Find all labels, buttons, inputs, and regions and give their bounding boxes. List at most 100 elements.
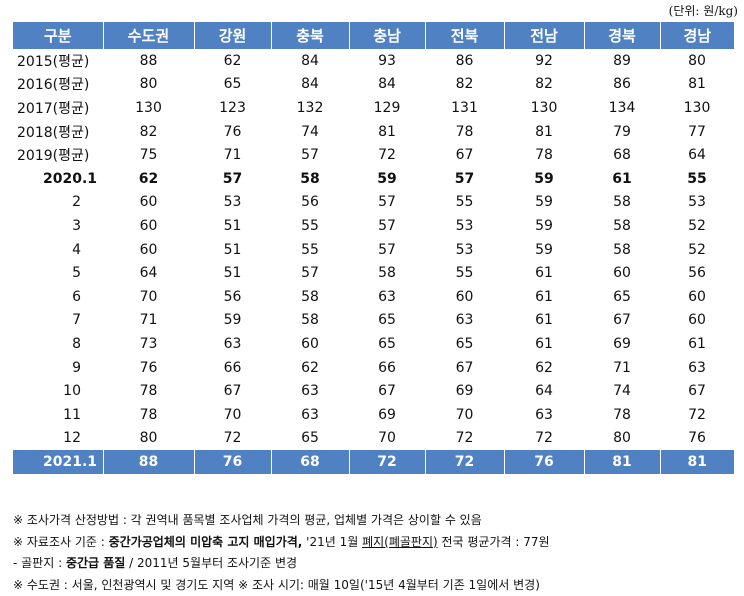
table-cell: 53 [425, 214, 504, 238]
notes: ※ 조사가격 산정방법 : 각 권역내 품목별 조사업체 가격의 평균, 업체별… [13, 510, 738, 596]
table-cell: 55 [660, 167, 734, 191]
table-cell: 63 [271, 379, 349, 403]
row-label: 7 [13, 309, 103, 333]
note-method: ※ 조사가격 산정방법 : 각 권역내 품목별 조사업체 가격의 평균, 업체별… [13, 510, 738, 532]
table-cell: 92 [504, 49, 584, 73]
table-cell: 65 [194, 73, 271, 97]
table-cell: 67 [584, 309, 660, 333]
table-cell: 57 [349, 214, 425, 238]
table-cell: 123 [194, 96, 271, 120]
table-cell: 56 [271, 191, 349, 215]
table-cell: 64 [103, 261, 194, 285]
table-cell: 88 [103, 450, 194, 474]
table-cell: 76 [103, 356, 194, 380]
table-cell: 80 [103, 73, 194, 97]
table-cell: 71 [584, 356, 660, 380]
table-cell: 60 [660, 309, 734, 333]
table-cell: 76 [194, 120, 271, 144]
table-cell: 57 [349, 238, 425, 262]
header-category: 구분 [13, 22, 103, 49]
table-cell: 67 [425, 356, 504, 380]
row-label: 4 [13, 238, 103, 262]
table-cell: 80 [584, 427, 660, 451]
table-cell: 59 [194, 309, 271, 333]
table-cell: 64 [504, 379, 584, 403]
table-cell: 69 [349, 403, 425, 427]
row-label: 2021.1 [13, 450, 103, 474]
table-cell: 131 [425, 96, 504, 120]
table-cell: 51 [194, 238, 271, 262]
unit-label: (단위: 원/kg) [669, 2, 738, 19]
table-cell: 79 [584, 120, 660, 144]
row-label: 10 [13, 379, 103, 403]
table-cell: 58 [349, 261, 425, 285]
table-cell: 58 [271, 285, 349, 309]
table-cell: 61 [504, 332, 584, 356]
table-cell: 76 [194, 450, 271, 474]
table-cell: 80 [103, 427, 194, 451]
table-cell: 63 [660, 356, 734, 380]
table-cell: 52 [660, 238, 734, 262]
table-cell: 73 [103, 332, 194, 356]
table-cell: 72 [660, 403, 734, 427]
table-cell: 53 [194, 191, 271, 215]
table-cell: 60 [103, 191, 194, 215]
table-cell: 82 [103, 120, 194, 144]
table-cell: 81 [584, 450, 660, 474]
table-cell: 130 [103, 96, 194, 120]
table-cell: 81 [660, 73, 734, 97]
table-cell: 63 [271, 403, 349, 427]
table-cell: 74 [271, 120, 349, 144]
row-label: 12 [13, 427, 103, 451]
table-cell: 65 [584, 285, 660, 309]
table-cell: 84 [349, 73, 425, 97]
table-cell: 78 [103, 379, 194, 403]
table-cell: 57 [349, 191, 425, 215]
table-cell: 67 [660, 379, 734, 403]
table-cell: 57 [194, 167, 271, 191]
table-cell: 60 [271, 332, 349, 356]
table-cell: 81 [349, 120, 425, 144]
table-cell: 67 [425, 143, 504, 167]
table-cell: 56 [660, 261, 734, 285]
table-cell: 59 [349, 167, 425, 191]
table-cell: 69 [584, 332, 660, 356]
header-region: 수도권 [103, 22, 194, 49]
table-cell: 86 [584, 73, 660, 97]
table-cell: 93 [349, 49, 425, 73]
table-cell: 51 [194, 261, 271, 285]
row-label: 5 [13, 261, 103, 285]
table-cell: 72 [349, 143, 425, 167]
table-cell: 60 [584, 261, 660, 285]
table-cell: 81 [504, 120, 584, 144]
table-cell: 60 [103, 238, 194, 262]
table-cell: 59 [504, 167, 584, 191]
table-cell: 67 [349, 379, 425, 403]
table-cell: 69 [425, 379, 504, 403]
row-label: 9 [13, 356, 103, 380]
table-cell: 61 [660, 332, 734, 356]
table-cell: 58 [584, 191, 660, 215]
table-cell: 72 [194, 427, 271, 451]
table-cell: 60 [660, 285, 734, 309]
table-cell: 81 [660, 450, 734, 474]
header-region: 경남 [660, 22, 734, 49]
table-cell: 68 [584, 143, 660, 167]
table-cell: 62 [103, 167, 194, 191]
table-cell: 88 [103, 49, 194, 73]
header-region: 경북 [584, 22, 660, 49]
table-cell: 129 [349, 96, 425, 120]
row-label: 2020.1 [13, 167, 103, 191]
table-cell: 74 [584, 379, 660, 403]
row-label: 8 [13, 332, 103, 356]
table-cell: 53 [425, 238, 504, 262]
